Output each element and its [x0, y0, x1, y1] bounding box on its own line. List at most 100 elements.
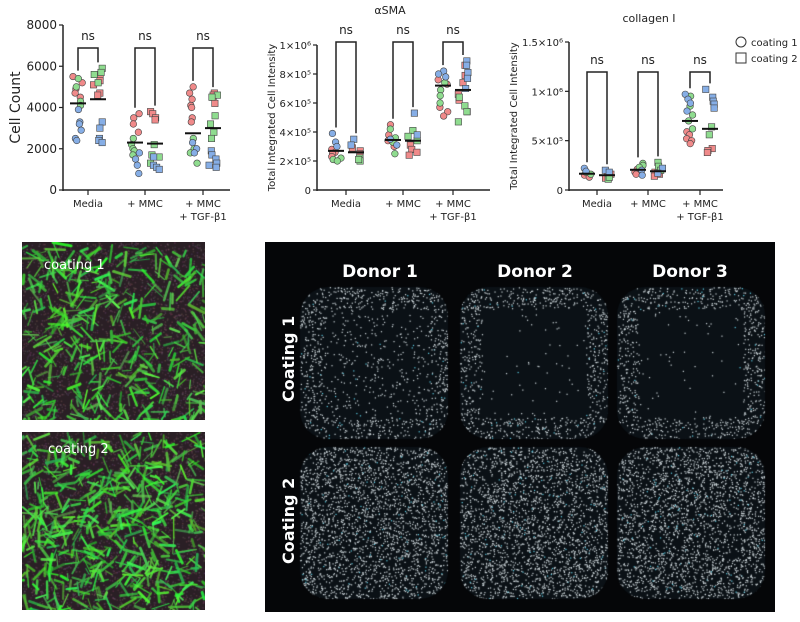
data-point-coating-2 — [212, 163, 220, 171]
data-point-coating-2 — [155, 165, 163, 173]
data-point-coating-1 — [638, 171, 646, 179]
data-point-coating-1 — [72, 83, 80, 91]
data-point-coating-2 — [347, 141, 355, 149]
well-image-panel: Donor 1 Donor 2 Donor 3 Coating 1 Coatin… — [265, 242, 775, 612]
y-tick-label: 2×10⁵ — [280, 157, 311, 168]
y-tick-label: 1×10⁶ — [532, 87, 563, 98]
y-tick-label: 1.5×10⁶ — [522, 38, 563, 49]
data-point-coating-2 — [150, 141, 158, 149]
data-point-coating-1 — [440, 112, 448, 120]
data-point-coating-2 — [98, 118, 106, 126]
data-point-coating-1 — [436, 99, 444, 107]
data-point-coating-2 — [151, 116, 159, 124]
x-tick-label: + TGF-β1 — [179, 212, 227, 223]
x-tick-label: + MMC — [630, 199, 666, 210]
x-tick-label: + MMC — [682, 199, 718, 210]
x-tick-label: Media — [582, 199, 612, 210]
chart-title: αSMA — [374, 4, 406, 17]
data-point-coating-1 — [683, 107, 691, 115]
data-point-coating-2 — [703, 149, 711, 157]
significance-label: ns — [446, 23, 460, 37]
significance-bracket — [392, 41, 414, 119]
legend-circle-icon — [735, 36, 747, 48]
y-tick-label: 8×10⁵ — [280, 70, 311, 81]
data-point-coating-1 — [328, 129, 337, 138]
data-point-coating-1 — [135, 149, 143, 157]
data-point-coating-1 — [135, 169, 143, 178]
data-point-coating-1 — [131, 155, 140, 163]
y-tick-label: 0 — [557, 186, 563, 197]
legend-square-icon — [735, 52, 747, 64]
data-point-coating-1 — [73, 136, 81, 145]
significance-bracket — [335, 41, 357, 134]
data-point-coating-1 — [134, 128, 142, 136]
x-tick-label: Media — [73, 199, 103, 210]
micrograph-label: coating 1 — [44, 258, 105, 273]
legend-label: coating 1 — [751, 38, 798, 49]
y-tick-label: 6×10⁵ — [280, 99, 311, 110]
data-point-coating-2 — [404, 132, 412, 140]
row-header-coating-2: Coating 2 — [279, 477, 298, 564]
data-point-coating-1 — [135, 110, 143, 118]
y-tick-label: 1×10⁶ — [280, 41, 311, 52]
data-point-coating-2 — [207, 120, 215, 128]
data-point-coating-1 — [130, 114, 138, 122]
column-header-donor-2: Donor 2 — [497, 262, 573, 282]
data-point-coating-2 — [350, 135, 358, 143]
data-point-coating-1 — [186, 89, 194, 97]
data-point-coating-2 — [654, 169, 662, 177]
y-tick-label: 5×10⁵ — [532, 137, 563, 148]
y-tick-label: 8000 — [26, 18, 57, 32]
data-point-coating-2 — [208, 93, 216, 101]
x-tick-label: + TGF-β1 — [429, 212, 477, 223]
data-point-coating-1 — [133, 161, 141, 169]
data-point-coating-1 — [686, 99, 695, 107]
data-point-coating-2 — [97, 68, 105, 76]
y-tick-label: 4000 — [26, 101, 57, 115]
data-point-coating-2 — [98, 139, 106, 147]
data-point-coating-2 — [210, 128, 218, 136]
data-point-coating-1 — [188, 95, 196, 103]
significance-bracket — [689, 71, 711, 89]
data-point-coating-2 — [463, 61, 471, 69]
significance-bracket — [77, 47, 99, 71]
significance-label: ns — [339, 23, 353, 37]
y-tick-label: 4×10⁵ — [280, 128, 311, 139]
data-point-coating-1 — [74, 105, 83, 114]
data-point-coating-2 — [409, 127, 417, 135]
legend-label: coating 2 — [751, 54, 798, 65]
data-point-coating-2 — [90, 71, 98, 79]
column-header-donor-1: Donor 1 — [342, 262, 418, 282]
data-point-coating-2 — [355, 156, 363, 164]
data-point-coating-2 — [702, 85, 710, 93]
data-point-coating-1 — [189, 83, 197, 91]
data-point-coating-2 — [464, 74, 472, 82]
significance-label: ns — [641, 53, 655, 67]
row-header-coating-1: Coating 1 — [279, 315, 298, 402]
y-axis-label: Total Integrated Cell Intensity — [509, 42, 520, 191]
data-point-coating-1 — [688, 111, 697, 119]
data-point-coating-2 — [211, 99, 219, 107]
data-point-coating-2 — [462, 85, 470, 93]
y-tick-label: 2000 — [26, 142, 57, 156]
x-tick-label: + MMC — [185, 199, 221, 210]
data-point-coating-1 — [632, 170, 640, 178]
significance-label: ns — [138, 29, 152, 43]
data-point-coating-2 — [410, 109, 418, 117]
significance-label: ns — [81, 29, 95, 43]
significance-bracket — [134, 47, 156, 108]
significance-bracket — [442, 41, 464, 66]
x-tick-label: + MMC — [127, 199, 163, 210]
column-header-donor-3: Donor 3 — [652, 262, 728, 282]
significance-label: ns — [196, 29, 210, 43]
data-point-coating-1 — [333, 142, 341, 151]
data-point-coating-2 — [464, 69, 472, 77]
data-point-coating-2 — [705, 131, 713, 139]
data-point-coating-1 — [436, 92, 444, 100]
data-point-coating-1 — [77, 126, 85, 134]
data-point-coating-2 — [710, 104, 718, 112]
data-point-coating-2 — [413, 131, 421, 139]
data-point-coating-1 — [190, 149, 198, 157]
data-point-coating-2 — [708, 123, 716, 131]
data-point-coating-1 — [393, 141, 401, 149]
